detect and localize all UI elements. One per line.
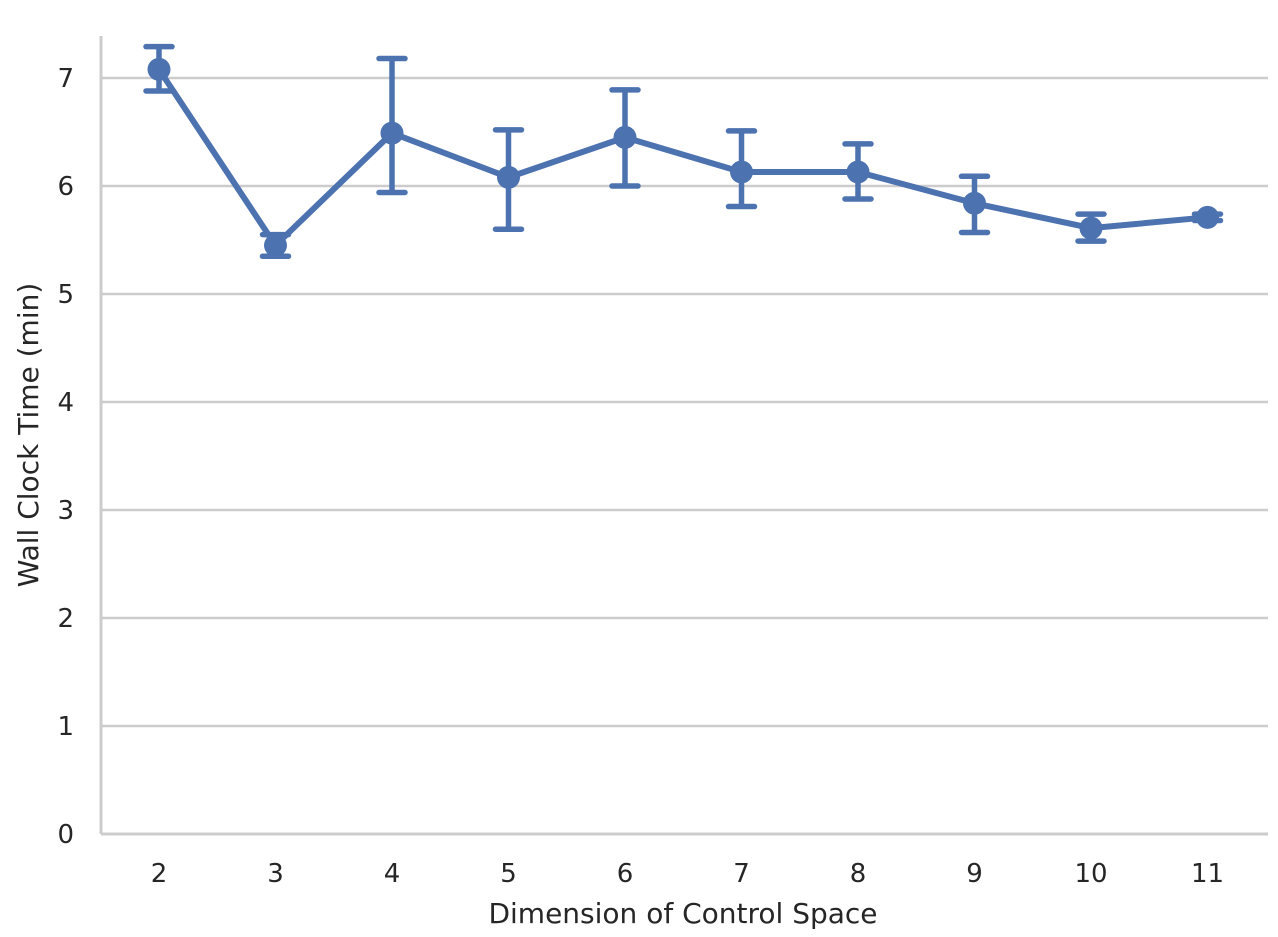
y-tick-label: 1: [57, 712, 74, 742]
data-point: [730, 160, 753, 184]
data-point: [1079, 216, 1103, 240]
x-tick-label: 3: [267, 859, 284, 889]
data-point: [1196, 205, 1219, 229]
data-point: [380, 121, 404, 145]
x-tick-label: 10: [1074, 859, 1107, 889]
data-point: [264, 233, 287, 257]
x-tick-label: 11: [1191, 859, 1224, 889]
x-tick-labels: 2 3 4 5 6 7 8 9 10 11: [151, 859, 1224, 889]
series-lines: [156, 66, 1211, 249]
x-tick-label: 4: [384, 859, 401, 889]
y-tick-label: 3: [57, 496, 74, 526]
y-tick-label: 0: [57, 820, 74, 850]
x-tick-label: 9: [966, 859, 983, 889]
data-point: [613, 125, 637, 149]
y-tick-labels: 0 1 2 3 4 5 6 7: [57, 64, 74, 850]
x-tick-label: 2: [151, 859, 168, 889]
x-tick-label: 5: [500, 859, 517, 889]
y-tick-label: 4: [57, 388, 74, 418]
series-line: [156, 66, 1211, 249]
data-point: [963, 191, 986, 215]
y-tick-label: 5: [57, 280, 74, 310]
x-tick-label: 7: [733, 859, 750, 889]
data-point: [147, 57, 171, 81]
data-point: [846, 160, 870, 184]
x-tick-label: 8: [850, 859, 867, 889]
x-axis-title: Dimension of Control Space: [488, 897, 877, 930]
y-axis-title: Wall Clock Time (min): [12, 283, 45, 588]
x-tick-label: 6: [617, 859, 634, 889]
y-tick-label: 7: [57, 64, 74, 94]
data-point: [497, 165, 520, 189]
y-tick-label: 6: [57, 172, 74, 202]
axes-spines: [99, 36, 1268, 836]
y-tick-label: 2: [57, 604, 74, 634]
gridlines: [101, 76, 1268, 728]
series-points: [147, 57, 1219, 257]
